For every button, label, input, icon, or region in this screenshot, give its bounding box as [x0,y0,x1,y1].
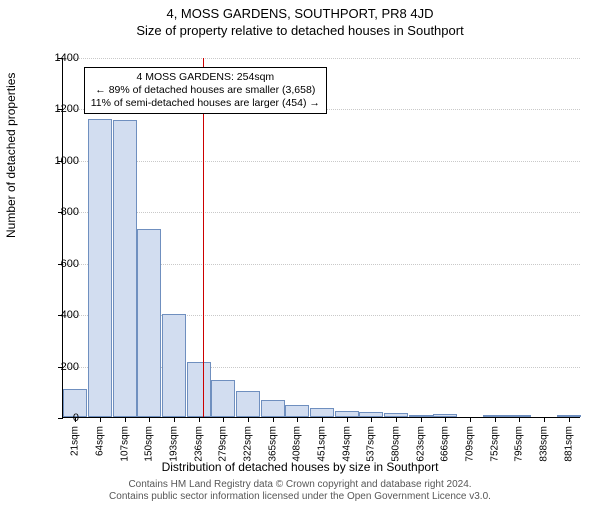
xtick-mark [445,417,446,422]
xtick-label: 279sqm [218,426,229,462]
x-axis-label: Distribution of detached houses by size … [0,460,600,474]
footer-attribution: Contains HM Land Registry data © Crown c… [0,479,600,503]
xtick-label: 236sqm [193,426,204,462]
xtick-label: 752sqm [489,426,500,462]
ytick-label: 600 [39,258,79,270]
chart-title: Size of property relative to detached ho… [0,23,600,38]
xtick-label: 537sqm [366,426,377,462]
histogram-bar [113,120,137,417]
histogram-bar [187,362,211,417]
histogram-bar [310,408,334,417]
annotation-line: ← 89% of detached houses are smaller (3,… [91,84,320,97]
histogram-bar [162,314,186,417]
xtick-label: 795sqm [514,426,525,462]
xtick-mark [273,417,274,422]
xtick-label: 64sqm [95,426,106,456]
histogram-bar [236,391,260,417]
ytick-label: 1200 [39,103,79,115]
annotation-line: 4 MOSS GARDENS: 254sqm [91,71,320,84]
footer-line2: Contains public sector information licen… [0,491,600,503]
ytick-label: 400 [39,309,79,321]
xtick-label: 709sqm [465,426,476,462]
xtick-label: 451sqm [317,426,328,462]
histogram-bar [137,229,161,417]
ytick-label: 0 [39,412,79,424]
xtick-mark [199,417,200,422]
gridline [63,161,580,162]
gridline [63,212,580,213]
xtick-mark [347,417,348,422]
xtick-label: 494sqm [341,426,352,462]
xtick-mark [248,417,249,422]
xtick-label: 365sqm [267,426,278,462]
footer-line1: Contains HM Land Registry data © Crown c… [0,479,600,491]
histogram-bar [285,405,309,417]
xtick-label: 21sqm [70,426,81,456]
xtick-mark [495,417,496,422]
histogram-bar [261,400,285,417]
xtick-mark [569,417,570,422]
ytick-label: 1400 [39,52,79,64]
gridline [63,58,580,59]
y-axis-label: Number of detached properties [4,73,18,238]
xtick-label: 881sqm [563,426,574,462]
xtick-mark [100,417,101,422]
xtick-label: 666sqm [440,426,451,462]
ytick-label: 800 [39,206,79,218]
annotation-line: 11% of semi-detached houses are larger (… [91,97,320,110]
histogram-chart: 21sqm64sqm107sqm150sqm193sqm236sqm279sqm… [62,58,580,418]
xtick-label: 107sqm [119,426,130,462]
xtick-mark [519,417,520,422]
xtick-label: 322sqm [243,426,254,462]
annotation-box: 4 MOSS GARDENS: 254sqm← 89% of detached … [84,67,327,114]
xtick-label: 193sqm [169,426,180,462]
xtick-label: 623sqm [415,426,426,462]
xtick-mark [174,417,175,422]
ytick-label: 1000 [39,155,79,167]
histogram-bar [88,119,112,417]
xtick-label: 838sqm [539,426,550,462]
histogram-bar [211,380,235,417]
xtick-mark [396,417,397,422]
xtick-mark [371,417,372,422]
xtick-label: 150sqm [144,426,155,462]
xtick-mark [125,417,126,422]
xtick-mark [223,417,224,422]
xtick-mark [322,417,323,422]
xtick-mark [421,417,422,422]
ytick-label: 200 [39,361,79,373]
xtick-mark [149,417,150,422]
xtick-mark [470,417,471,422]
xtick-label: 408sqm [292,426,303,462]
xtick-label: 580sqm [391,426,402,462]
xtick-mark [297,417,298,422]
address-title: 4, MOSS GARDENS, SOUTHPORT, PR8 4JD [0,6,600,21]
xtick-mark [544,417,545,422]
